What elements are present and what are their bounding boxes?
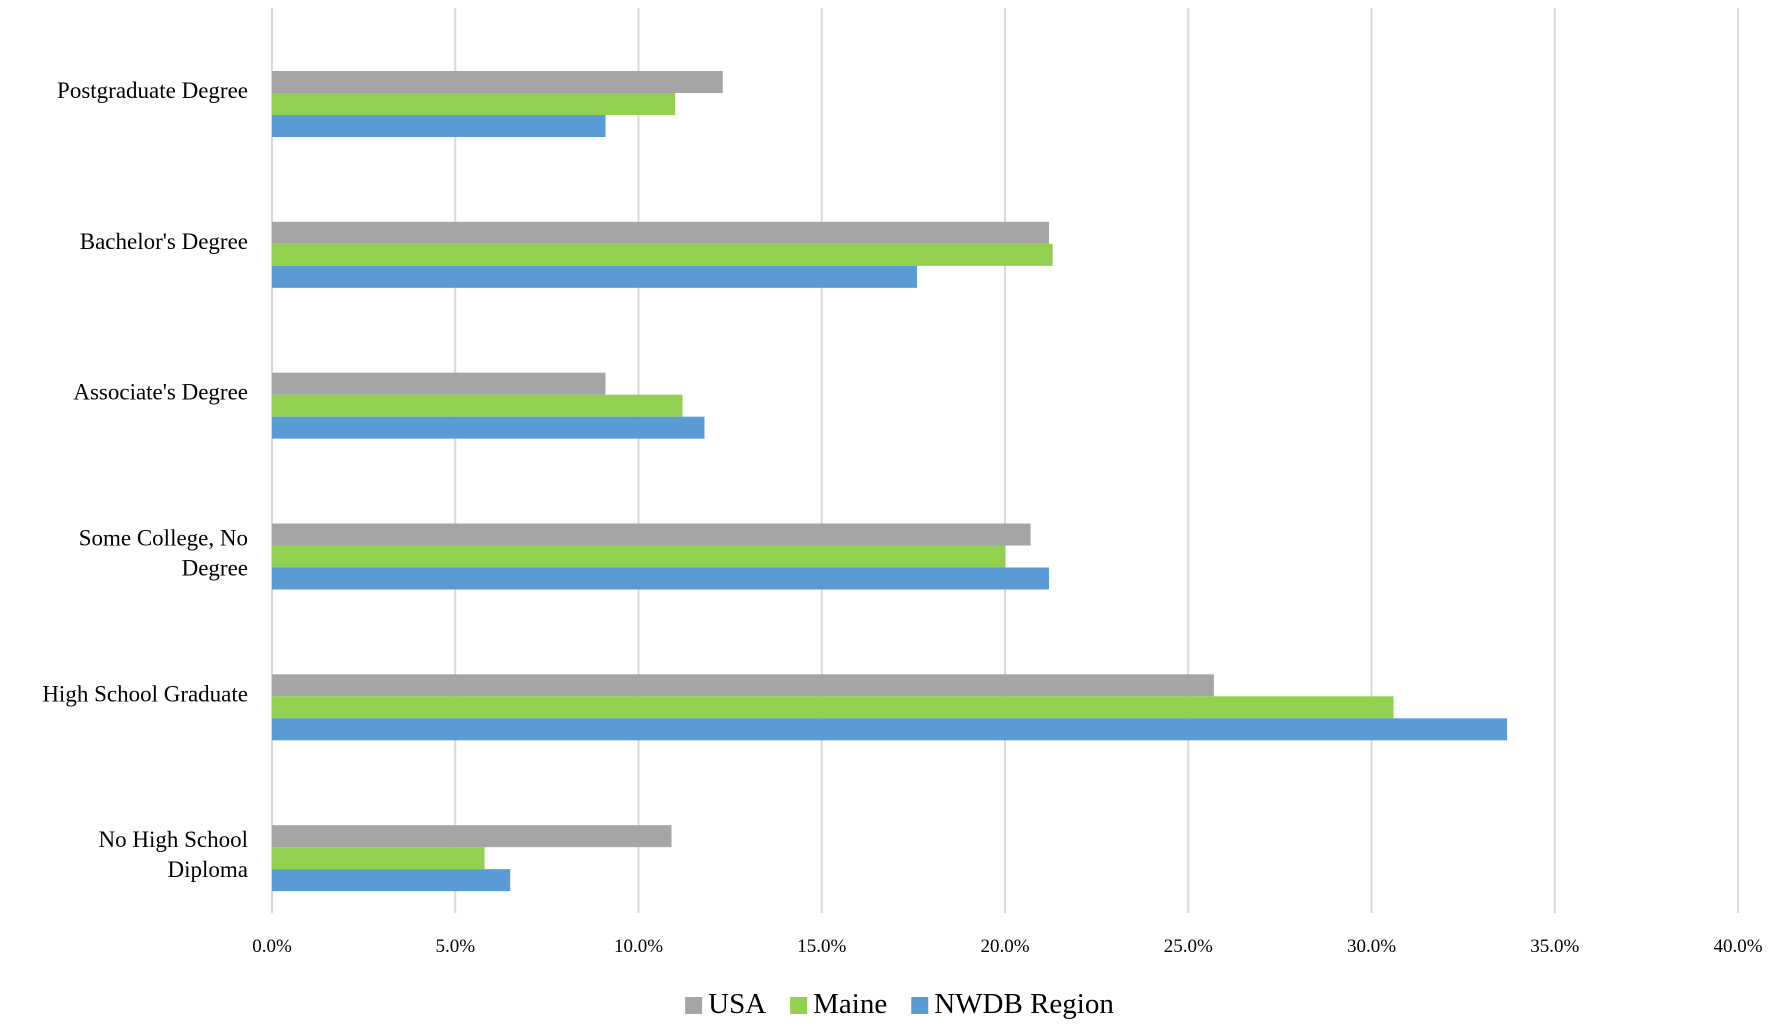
x-tick-label-4: 20.0% (980, 936, 1029, 957)
legend-swatch-nwdb-region (911, 997, 929, 1014)
x-tick-label-7: 35.0% (1530, 936, 1579, 957)
category-label-0: Postgraduate Degree (57, 78, 248, 103)
x-tick-label-8: 40.0% (1713, 936, 1762, 957)
legend-label-usa: USA (708, 988, 766, 1020)
bar-usa-0 (272, 71, 723, 93)
legend-swatch-maine (790, 997, 808, 1014)
x-tick-label-2: 10.0% (614, 936, 663, 957)
x-tick-label-6: 30.0% (1347, 936, 1396, 957)
legend-swatch-usa (685, 997, 703, 1014)
category-labels: Postgraduate Degree Bachelor's Degree Asso… (42, 78, 248, 882)
bar-nwdb-region-5 (272, 869, 511, 892)
bar-maine-4 (272, 696, 1394, 719)
bar-nwdb-region-4 (272, 718, 1508, 741)
bar-maine-5 (272, 847, 485, 870)
bar-usa-4 (272, 674, 1214, 697)
category-label-5: No High School Diploma (99, 827, 249, 882)
category-label-3: Some College, No Degree (79, 526, 248, 581)
bar-nwdb-region-0 (272, 115, 606, 137)
legend: USA Maine NWDB Region (685, 988, 1114, 1020)
bar-nwdb-region-1 (272, 265, 918, 288)
bar-usa-2 (272, 372, 606, 395)
x-tick-label-5: 25.0% (1164, 936, 1213, 957)
legend-label-nwdb-region: NWDB Region (934, 988, 1114, 1020)
x-tick-labels: 0.0% 5.0% 10.0% 15.0% 20.0% 25.0% 30.0% 35.0% 40… (252, 936, 1763, 957)
bars (272, 71, 1508, 892)
category-label-4: High School Graduate (42, 681, 248, 706)
legend-label-maine: Maine (813, 988, 887, 1020)
bar-maine-1 (272, 243, 1053, 266)
category-label-2: Associate's Degree (73, 380, 248, 405)
x-tick-label-0: 0.0% (252, 936, 292, 957)
bar-maine-0 (272, 93, 676, 115)
x-tick-label-1: 5.0% (435, 936, 475, 957)
bar-maine-2 (272, 394, 683, 417)
x-tick-label-3: 15.0% (797, 936, 846, 957)
bar-nwdb-region-3 (272, 567, 1049, 590)
bar-nwdb-region-2 (272, 416, 705, 439)
category-label-1: Bachelor's Degree (80, 229, 248, 254)
bar-usa-1 (272, 221, 1049, 244)
bar-maine-3 (272, 545, 1005, 568)
gridlines (271, 8, 1739, 913)
bar-usa-5 (272, 825, 672, 848)
bar-usa-3 (272, 523, 1031, 546)
